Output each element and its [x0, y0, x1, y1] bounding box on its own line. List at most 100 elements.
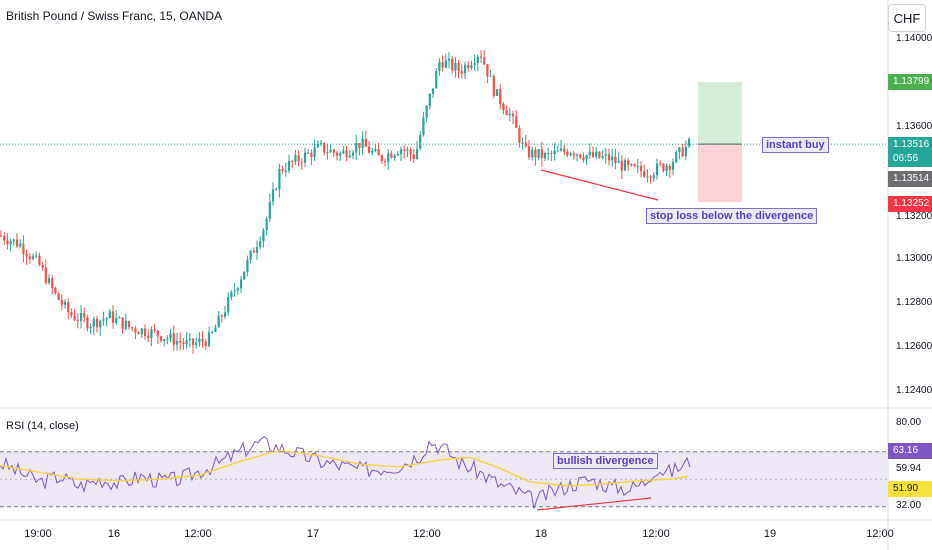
candle-body [236, 288, 239, 291]
price-tick: 1.12400 [896, 385, 932, 396]
chart-title: British Pound / Swiss Franc, 15, OANDA [6, 9, 223, 23]
candle-body [166, 338, 169, 340]
candle-body [108, 311, 111, 319]
candle-body [73, 315, 76, 320]
candle-body [92, 318, 95, 327]
candle-body [111, 311, 115, 323]
candle-body [284, 170, 287, 172]
candle-body [38, 255, 41, 265]
price-tick: 1.13000 [896, 253, 932, 264]
candle-body [3, 236, 6, 241]
candle-body [511, 113, 515, 117]
candle-body [601, 156, 604, 158]
rsi-divergence-line [536, 497, 652, 511]
candle-body [524, 142, 527, 147]
candle-body [611, 156, 614, 161]
candle-body [441, 62, 444, 68]
candle-body [614, 156, 617, 163]
candle-body [153, 329, 156, 331]
time-tick: 17 [306, 528, 320, 540]
candle-body [681, 147, 684, 157]
time-tick: 18 [534, 528, 548, 540]
stop-loss-annotation[interactable]: stop loss below the divergence [646, 208, 818, 224]
candle-body [99, 320, 102, 328]
candle-body [591, 151, 595, 157]
candle-body [492, 75, 495, 96]
candle-body [156, 330, 159, 337]
candle-body [35, 255, 38, 257]
candle-body [191, 338, 195, 345]
candle-body [684, 146, 687, 157]
candle-body [671, 161, 675, 170]
rsi-pane [0, 435, 888, 509]
candle-body [588, 151, 591, 156]
candle-body [313, 147, 316, 158]
candle-body [652, 175, 655, 179]
candle-body [377, 149, 380, 156]
candle-body [361, 138, 364, 149]
candle-body [553, 150, 556, 154]
candle-body [425, 105, 428, 118]
candle-body [140, 328, 143, 335]
candle-body [636, 165, 639, 167]
candle-body [28, 256, 31, 260]
candle-body [643, 171, 646, 177]
candle-body [239, 279, 243, 289]
candle-body [575, 154, 579, 156]
candle-body [623, 160, 627, 171]
candle-body [124, 320, 127, 330]
candle-body [550, 152, 553, 154]
candle-body [281, 168, 284, 172]
instant-buy-annotation[interactable]: instant buy [762, 137, 829, 153]
candle-body [422, 117, 425, 135]
candle-body [182, 342, 185, 345]
candle-body [486, 64, 489, 77]
candle-body [227, 297, 230, 313]
candle-body [265, 218, 268, 231]
candle-body [531, 149, 534, 158]
time-tick: 19 [763, 528, 777, 540]
candle-body [665, 165, 668, 171]
candle-body [268, 201, 271, 219]
candle-body [355, 143, 358, 153]
candle-body [169, 333, 172, 339]
currency-button[interactable]: CHF [888, 4, 926, 32]
candle-body [467, 64, 470, 69]
candle-body [230, 291, 233, 298]
last-close-badge: 1.13514 [888, 171, 932, 187]
candle-body [527, 146, 531, 158]
candle-body [291, 160, 294, 162]
candle-body [547, 152, 550, 154]
candle-body [342, 150, 345, 154]
candle-body [505, 110, 508, 116]
candle-body [188, 338, 191, 341]
rsi-tick: 32.00 [896, 500, 922, 511]
price-tick: 1.13600 [896, 121, 932, 132]
candle-body [617, 160, 620, 163]
candle-body [659, 163, 662, 165]
candle-body [399, 149, 403, 154]
candle-body [332, 149, 335, 153]
candle-body [566, 151, 569, 156]
candle-body [598, 151, 601, 158]
candle-body [217, 315, 220, 328]
candle-body [499, 89, 502, 105]
candle-body [60, 300, 63, 305]
candle-body [451, 58, 454, 71]
candle-body [195, 342, 198, 345]
price-divergence-line [540, 169, 659, 201]
candle-body [297, 155, 300, 162]
rsi-indicator-label[interactable]: RSI (14, close) [6, 420, 79, 432]
rsi-tick: 59.94 [896, 463, 922, 474]
candle-body [479, 56, 483, 58]
candle-body [70, 312, 73, 316]
candle-body [639, 165, 643, 172]
candle-body [233, 290, 236, 292]
time-tick: 12:00 [184, 528, 212, 540]
bullish-divergence-annotation[interactable]: bullish divergence [553, 453, 658, 469]
candle-body [294, 155, 297, 162]
candle-body [483, 57, 486, 65]
candle-body [662, 163, 665, 171]
candle-body [380, 155, 383, 162]
